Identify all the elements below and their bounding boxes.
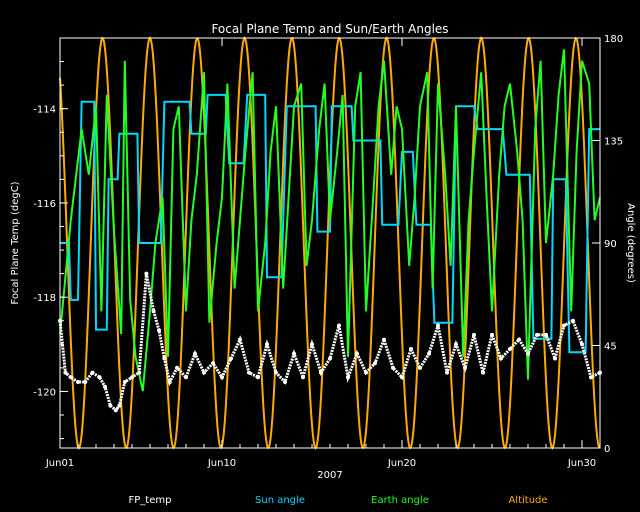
fp-temp-point: [157, 328, 161, 333]
fp-temp-point: [202, 370, 206, 375]
fp-temp-point: [283, 380, 287, 384]
fp-temp-point: [571, 318, 575, 323]
fp-temp-point: [211, 361, 215, 366]
fp-temp-point: [454, 342, 458, 347]
legend-entry: Altitude: [508, 495, 547, 506]
y-axis-label-right: Angle (degrees): [625, 203, 636, 283]
data-layer: [58, 36, 602, 450]
fp-temp-point: [445, 370, 449, 375]
x-tick-label: Jun01: [45, 458, 74, 469]
fp-temp-point: [256, 375, 260, 380]
fp-temp-point: [301, 375, 305, 380]
fp-temp-point: [144, 271, 149, 276]
fp-temp-point: [310, 342, 314, 347]
fp-temp-point: [463, 365, 467, 370]
fp-temp-point: [346, 375, 350, 380]
x-tick-label: Jun30: [567, 458, 596, 469]
fp-temp-point: [400, 375, 404, 380]
fp-temp-point: [391, 365, 395, 370]
fp-temp-point: [175, 365, 179, 370]
fp-temp-point: [382, 337, 386, 342]
fp-temp-point: [373, 361, 377, 366]
tick-layer: Jun01 Jun10 Jun20 Jun30 -114 -116 -118 -120 0 45 9…: [33, 34, 623, 469]
fp-temp-point: [103, 384, 107, 389]
fp-temp-point: [90, 370, 95, 375]
fp-temp-point: [130, 375, 134, 380]
y-tick-label-left: -116: [33, 199, 56, 210]
fp-temp-point: [113, 408, 118, 413]
y-tick-label-left: -120: [33, 387, 56, 398]
y-tick-label-left: -118: [33, 293, 56, 304]
fp-temp-point: [328, 356, 332, 361]
series-earth-angle-line: [59, 49, 601, 392]
fp-temp-point: [167, 380, 172, 384]
fp-temp-point: [508, 347, 512, 351]
fp-temp-point: [355, 351, 359, 356]
fp-temp-point: [337, 323, 341, 328]
fp-temp-point: [108, 403, 113, 408]
fp-temp-point: [247, 370, 251, 375]
fp-temp-point: [544, 332, 548, 337]
fp-temp-point: [97, 375, 102, 380]
fp-temp-point: [238, 337, 242, 342]
fp-temp-point: [409, 347, 413, 351]
y-tick-label-right: 90: [604, 239, 617, 250]
fp-temp-point: [193, 351, 197, 356]
fp-temp-point: [436, 323, 440, 328]
fp-temp-point: [265, 342, 269, 347]
fp-temp-point: [319, 370, 323, 375]
fp-temp-point: [418, 365, 422, 370]
legend-entry: FP_temp: [129, 495, 172, 506]
fp-temp-point: [184, 375, 188, 380]
fp-temp-point: [490, 332, 494, 337]
y-tick-label-right: 0: [604, 444, 610, 455]
fp-temp-point: [517, 337, 521, 342]
fp-temp-point: [580, 342, 584, 347]
series-fp-temp-line: [58, 273, 601, 413]
fp-temp-point: [63, 370, 68, 375]
fp-temp-point: [526, 351, 530, 356]
fp-temp-point: [589, 375, 593, 380]
fp-temp-point: [162, 356, 167, 361]
fp-temp-point: [292, 351, 296, 356]
fp-temp-point: [553, 356, 557, 361]
fp-temp-point: [117, 403, 122, 408]
fp-temp-point: [274, 370, 278, 375]
fp-temp-point: [481, 370, 485, 375]
legend: FP_temp Sun angle Earth angle Altitude: [129, 495, 548, 506]
chart-title: Focal Plane Temp and Sun/Earth Angles: [211, 22, 448, 36]
fp-temp-point: [122, 380, 127, 384]
series-sun-angle-line: [60, 93, 600, 354]
y-tick-label-right: 135: [604, 137, 623, 148]
x-tick-label: Jun10: [207, 458, 236, 469]
fp-temp-point: [535, 332, 539, 337]
fp-temp-point: [229, 356, 233, 361]
fp-temp-point: [151, 309, 156, 314]
y-tick-label-right: 45: [604, 342, 617, 353]
fp-temp-point: [68, 375, 73, 380]
x-axis-label: 2007: [317, 470, 342, 481]
fp-temp-point: [220, 375, 224, 380]
x-tick-label: Jun20: [387, 458, 416, 469]
fp-temp-point: [472, 332, 476, 337]
legend-entry: Sun angle: [255, 495, 305, 506]
fp-temp-point: [562, 323, 566, 328]
fp-temp-point: [427, 351, 431, 356]
fp-temp-point: [364, 370, 368, 375]
fp-temp-point: [83, 380, 88, 384]
fp-temp-point: [76, 380, 80, 384]
y-tick-label-left: -114: [33, 105, 56, 116]
y-tick-label-right: 180: [604, 34, 623, 45]
fp-temp-point: [137, 370, 142, 375]
y-axis-label-left: Focal Plane Temp (degC): [10, 181, 21, 304]
fp-temp-point: [499, 356, 503, 361]
legend-entry: Earth angle: [371, 495, 429, 506]
